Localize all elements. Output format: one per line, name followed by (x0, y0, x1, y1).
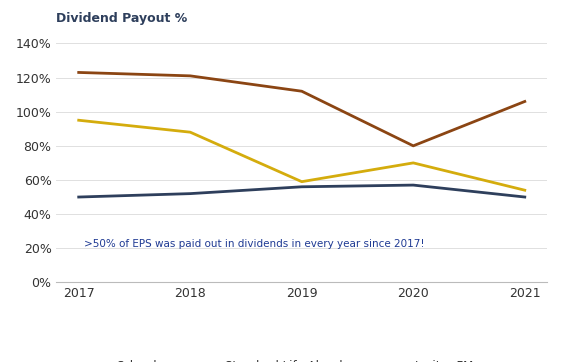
Text: Dividend Payout %: Dividend Payout % (56, 12, 188, 25)
Legend: Schroders, Standard Life Aberdeen, Jupiter FM: Schroders, Standard Life Aberdeen, Jupit… (81, 360, 473, 362)
Text: >50% of EPS was paid out in dividends in every year since 2017!: >50% of EPS was paid out in dividends in… (84, 239, 425, 249)
